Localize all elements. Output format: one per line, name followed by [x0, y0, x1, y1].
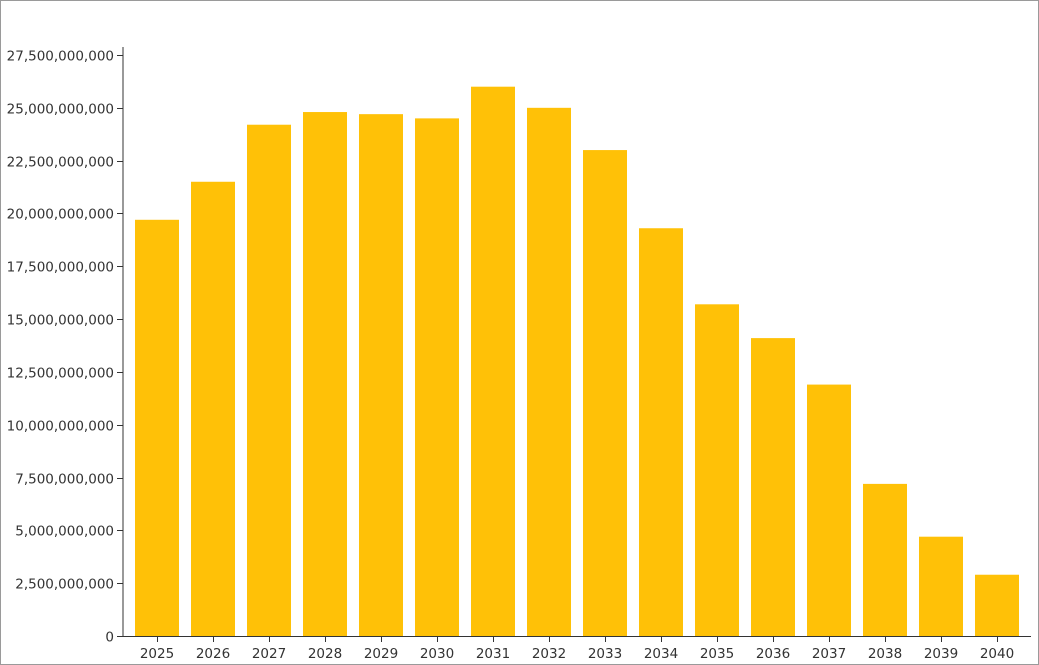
y-tick-label: 15,000,000,000	[7, 313, 114, 329]
bar-2028[interactable]	[303, 112, 347, 636]
y-tick-label: 25,000,000,000	[7, 102, 114, 118]
bar-2031[interactable]	[471, 86, 515, 636]
bar-2030[interactable]	[415, 118, 459, 636]
bar-2025[interactable]	[135, 219, 179, 636]
bar-2034[interactable]	[639, 228, 683, 636]
x-tick-label: 2040	[980, 646, 1014, 662]
bar-2039[interactable]	[919, 536, 963, 636]
y-tick-label: 10,000,000,000	[7, 419, 114, 435]
y-tick-label: 17,500,000,000	[7, 260, 114, 276]
bar-2037[interactable]	[807, 384, 851, 636]
x-tick-label: 2032	[532, 646, 566, 662]
x-tick-label: 2037	[812, 646, 846, 662]
bars	[135, 86, 1019, 637]
bar-2038[interactable]	[863, 483, 907, 636]
y-tick-label: 22,500,000,000	[7, 155, 114, 171]
x-tick-label: 2030	[420, 646, 454, 662]
bar-2026[interactable]	[191, 181, 235, 636]
x-tick-label: 2038	[868, 646, 902, 662]
bar-2033[interactable]	[583, 150, 627, 636]
x-axis: 2025 2026 2027 2028 2029 2030 2031 2032 2033 2034…	[123, 636, 1031, 662]
y-tick-label: 27,500,000,000	[7, 49, 114, 65]
x-tick-label: 2034	[644, 646, 678, 662]
y-tick-label: 20,000,000,000	[7, 207, 114, 223]
x-tick-label: 2027	[252, 646, 286, 662]
x-tick-label: 2035	[700, 646, 734, 662]
x-tick-label: 2026	[196, 646, 230, 662]
y-tick-label: 7,500,000,000	[15, 472, 114, 488]
x-tick-label: 2028	[308, 646, 342, 662]
bar-2035[interactable]	[695, 304, 739, 636]
y-tick-label: 12,500,000,000	[7, 366, 114, 382]
x-tick-label: 2029	[364, 646, 398, 662]
y-tick-label: 0	[105, 630, 114, 646]
x-tick-label: 2025	[140, 646, 174, 662]
bar-2032[interactable]	[527, 107, 571, 637]
bar-2036[interactable]	[751, 338, 795, 636]
y-tick-label: 5,000,000,000	[15, 524, 114, 540]
bar-2027[interactable]	[247, 124, 291, 636]
x-tick-label: 2039	[924, 646, 958, 662]
bar-2029[interactable]	[359, 114, 403, 636]
x-tick-label: 2033	[588, 646, 622, 662]
y-tick-label: 2,500,000,000	[15, 577, 114, 593]
x-tick-label: 2031	[476, 646, 510, 662]
bar-2040[interactable]	[975, 574, 1019, 636]
x-tick-label: 2036	[756, 646, 790, 662]
y-axis: 0 2,500,000,000 5,000,000,000 7,500,000,000…	[7, 47, 124, 646]
